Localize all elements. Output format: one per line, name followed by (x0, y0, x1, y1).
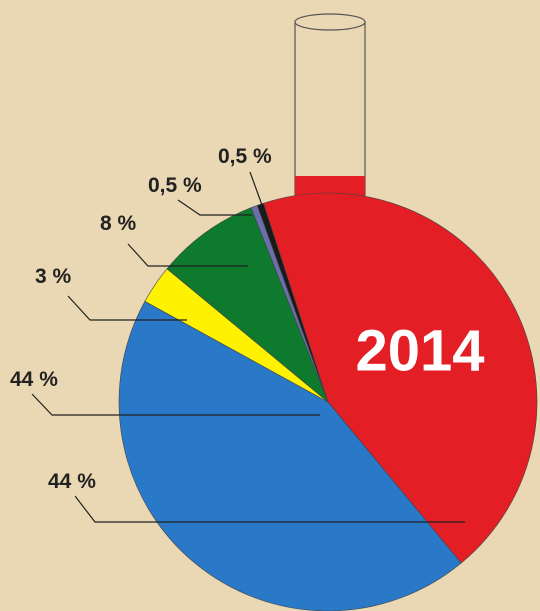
slice-label: 3 % (35, 265, 72, 288)
slice-label: 44 % (48, 470, 96, 493)
pie (119, 193, 537, 611)
slice-label: 0,5 % (148, 174, 202, 197)
neck-glass (295, 22, 365, 202)
page: 44 %44 %3 %8 %0,5 %0,5 % 2014 (() => { c… (0, 0, 540, 611)
slice-label: 44 % (10, 368, 58, 391)
slice-label: 8 % (100, 212, 137, 235)
neck-rim (295, 14, 365, 30)
chart-title: 2014 (355, 318, 484, 383)
chart: 44 % 44 % 3 % 8 % 0,5 % 0,5 % 2014 (0, 0, 540, 611)
flask-neck (295, 14, 365, 216)
slice-label: 0,5 % (218, 145, 272, 168)
